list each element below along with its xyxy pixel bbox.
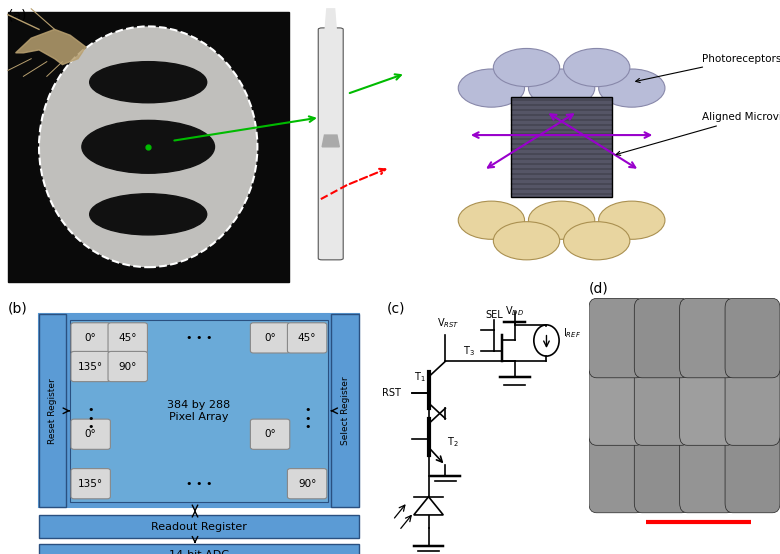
- Text: T$_1$: T$_1$: [413, 370, 426, 384]
- Ellipse shape: [459, 201, 524, 239]
- FancyBboxPatch shape: [108, 323, 147, 353]
- Text: 0°: 0°: [85, 333, 97, 343]
- FancyBboxPatch shape: [679, 433, 735, 513]
- Text: •
•
•: • • •: [87, 405, 94, 432]
- Text: Readout Register: Readout Register: [151, 522, 246, 532]
- Text: 0°: 0°: [85, 429, 97, 439]
- Text: 384 by 288
Pixel Array: 384 by 288 Pixel Array: [167, 400, 231, 422]
- Ellipse shape: [529, 201, 594, 239]
- Text: 0°: 0°: [264, 429, 276, 439]
- Ellipse shape: [599, 201, 665, 239]
- FancyBboxPatch shape: [634, 299, 690, 378]
- Text: Select Register: Select Register: [341, 377, 349, 445]
- FancyBboxPatch shape: [332, 315, 359, 507]
- Ellipse shape: [564, 48, 630, 86]
- Text: • • •: • • •: [186, 333, 212, 343]
- FancyBboxPatch shape: [39, 315, 359, 507]
- FancyBboxPatch shape: [250, 419, 290, 449]
- Text: 135°: 135°: [78, 362, 103, 372]
- Text: T$_3$: T$_3$: [463, 344, 475, 358]
- Text: T$_2$: T$_2$: [448, 435, 459, 449]
- Ellipse shape: [39, 27, 257, 267]
- Text: V$_{RST}$: V$_{RST}$: [437, 316, 459, 330]
- FancyBboxPatch shape: [287, 323, 327, 353]
- FancyBboxPatch shape: [108, 351, 147, 382]
- Text: (c): (c): [386, 301, 405, 315]
- FancyBboxPatch shape: [511, 97, 612, 197]
- Ellipse shape: [90, 194, 207, 235]
- Text: (b): (b): [8, 301, 27, 315]
- FancyBboxPatch shape: [318, 28, 343, 260]
- Text: (a): (a): [8, 9, 27, 23]
- Text: •
•
•: • • •: [304, 405, 310, 432]
- FancyBboxPatch shape: [634, 433, 690, 513]
- FancyBboxPatch shape: [71, 351, 111, 382]
- FancyBboxPatch shape: [39, 515, 359, 538]
- Ellipse shape: [564, 222, 630, 260]
- FancyBboxPatch shape: [70, 320, 328, 502]
- Text: V$_{DD}$: V$_{DD}$: [505, 304, 524, 318]
- Ellipse shape: [529, 69, 594, 107]
- FancyBboxPatch shape: [71, 469, 111, 499]
- FancyBboxPatch shape: [8, 12, 289, 282]
- FancyBboxPatch shape: [71, 419, 111, 449]
- FancyBboxPatch shape: [725, 366, 780, 445]
- Ellipse shape: [493, 222, 559, 260]
- Ellipse shape: [493, 48, 559, 86]
- Text: 45°: 45°: [298, 333, 317, 343]
- Ellipse shape: [90, 61, 207, 103]
- FancyBboxPatch shape: [589, 366, 643, 445]
- FancyBboxPatch shape: [287, 469, 327, 499]
- Text: RST: RST: [382, 388, 401, 398]
- Ellipse shape: [599, 69, 665, 107]
- Text: 45°: 45°: [119, 333, 137, 343]
- Ellipse shape: [82, 120, 214, 173]
- Text: (d): (d): [589, 281, 608, 296]
- Text: SEL: SEL: [485, 310, 502, 320]
- Text: Photoreceptors: Photoreceptors: [636, 54, 780, 83]
- Polygon shape: [413, 497, 443, 515]
- Text: Reset Register: Reset Register: [48, 378, 57, 444]
- FancyBboxPatch shape: [589, 299, 643, 378]
- Polygon shape: [16, 29, 86, 65]
- Text: 90°: 90°: [298, 479, 317, 489]
- FancyBboxPatch shape: [589, 433, 643, 513]
- Text: 135°: 135°: [78, 479, 103, 489]
- FancyBboxPatch shape: [725, 433, 780, 513]
- FancyBboxPatch shape: [679, 299, 735, 378]
- FancyBboxPatch shape: [250, 323, 290, 353]
- Text: 14-bit ADC: 14-bit ADC: [169, 550, 229, 554]
- Polygon shape: [322, 135, 339, 147]
- Ellipse shape: [459, 69, 524, 107]
- FancyBboxPatch shape: [725, 299, 780, 378]
- FancyBboxPatch shape: [39, 315, 66, 507]
- Text: • • •: • • •: [186, 479, 212, 489]
- Polygon shape: [324, 9, 337, 38]
- FancyBboxPatch shape: [634, 366, 690, 445]
- FancyBboxPatch shape: [679, 366, 735, 445]
- Text: I$_{REF}$: I$_{REF}$: [563, 326, 581, 340]
- FancyBboxPatch shape: [71, 323, 111, 353]
- Text: Aligned Microvilli: Aligned Microvilli: [616, 112, 780, 155]
- Text: 0°: 0°: [264, 333, 276, 343]
- Text: 90°: 90°: [119, 362, 137, 372]
- FancyBboxPatch shape: [39, 543, 359, 554]
